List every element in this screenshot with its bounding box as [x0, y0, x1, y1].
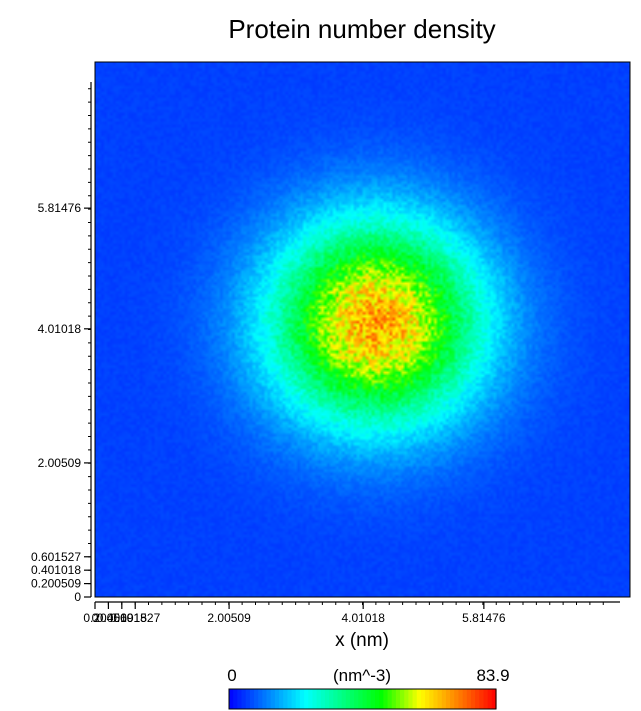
colorbar-segment [345, 689, 351, 709]
colorbar-segment [416, 689, 422, 709]
colorbar-segment [383, 689, 389, 709]
colorbar-segment [445, 689, 451, 709]
colorbar-segment [324, 689, 330, 709]
y-tick-label: 0.601527 [31, 550, 81, 564]
colorbar-segment [487, 689, 493, 709]
colorbar-segment [429, 689, 435, 709]
colorbar-segment [262, 689, 268, 709]
colorbar-segment [483, 689, 489, 709]
colorbar-segment [316, 689, 322, 709]
colorbar-segment [379, 689, 384, 709]
colorbar-segment [475, 689, 480, 709]
colorbar-segment [320, 689, 326, 709]
colorbar-segment [433, 689, 439, 709]
colorbar-segment [308, 689, 314, 709]
colorbar-segment [354, 689, 359, 709]
colorbar-segment [229, 689, 234, 709]
x-tick-label: 0 [92, 611, 99, 625]
colorbar-segment [420, 689, 426, 709]
x-tick-label: 0.401018 [97, 611, 147, 625]
colorbar-segment [333, 689, 339, 709]
colorbar-segment [400, 689, 405, 709]
colorbar-segment [395, 689, 401, 709]
colorbar-segment [341, 689, 347, 709]
colorbar-segment [237, 689, 243, 709]
colorbar-segment [387, 689, 393, 709]
colorbar-segment [279, 689, 284, 709]
colorbar-segment [295, 689, 301, 709]
colorbar-segment [491, 689, 497, 709]
colorbar-segment [458, 689, 464, 709]
plot-frame [94, 61, 631, 598]
colorbar-segment [274, 689, 280, 709]
y-tick-label: 5.81476 [38, 201, 82, 215]
colorbar-segment [304, 689, 309, 709]
colorbar-segment [287, 689, 293, 709]
colorbar-segment [270, 689, 276, 709]
colorbar-segment [349, 689, 355, 709]
colorbar-min-label: 0 [227, 666, 236, 685]
x-axis-label: x (nm) [335, 630, 389, 651]
colorbar-segment [358, 689, 364, 709]
colorbar-segment [362, 689, 368, 709]
colorbar-segment [404, 689, 409, 709]
colorbar-segment [249, 689, 255, 709]
colorbar-segment [370, 689, 376, 709]
colorbar-segment [312, 689, 318, 709]
colorbar-segment [412, 689, 418, 709]
colorbar-segment [450, 689, 455, 709]
colorbar-segment [441, 689, 447, 709]
x-tick-label: 5.81476 [462, 611, 506, 625]
colorbar-segment [454, 689, 460, 709]
colorbar-segment [470, 689, 476, 709]
colorbar-segment [391, 689, 397, 709]
colorbar-segment [437, 689, 443, 709]
colorbar-segment [408, 689, 414, 709]
heatmap-image [95, 62, 630, 597]
chart-title: Protein number density [228, 14, 495, 44]
colorbar-segment [466, 689, 472, 709]
y-tick-label: 2.00509 [38, 456, 82, 470]
colorbar-segment [291, 689, 297, 709]
colorbar-segment [266, 689, 272, 709]
colorbar-unit-label: (nm^-3) [333, 666, 391, 685]
colorbar-segment [258, 689, 263, 709]
y-tick-label: 0 [74, 590, 81, 604]
y-tick-label: 4.01018 [38, 322, 82, 336]
x-tick-label: 4.01018 [341, 611, 385, 625]
colorbar-segment [233, 689, 238, 709]
x-tick-label: 2.00509 [207, 611, 251, 625]
y-tick-label: 0.200509 [31, 577, 81, 591]
plot-area [94, 61, 631, 598]
colorbar-segment [283, 689, 289, 709]
colorbar [228, 688, 497, 710]
y-tick-label: 0.401018 [31, 563, 81, 577]
x-tick-label: 0.601527 [110, 611, 160, 625]
colorbar-segment [329, 689, 334, 709]
colorbar-segment [241, 689, 247, 709]
colorbar-segment [254, 689, 259, 709]
colorbar-frame [228, 688, 497, 710]
colorbar-segment [375, 689, 380, 709]
colorbar-segment [425, 689, 430, 709]
colorbar-segment [479, 689, 485, 709]
colorbar-segment [245, 689, 251, 709]
x-tick-label: 0.200509 [83, 611, 133, 625]
colorbar-segment [462, 689, 468, 709]
colorbar-segment [366, 689, 372, 709]
colorbar-segment [337, 689, 343, 709]
colorbar-max-label: 83.9 [476, 666, 509, 685]
colorbar-segment [299, 689, 305, 709]
